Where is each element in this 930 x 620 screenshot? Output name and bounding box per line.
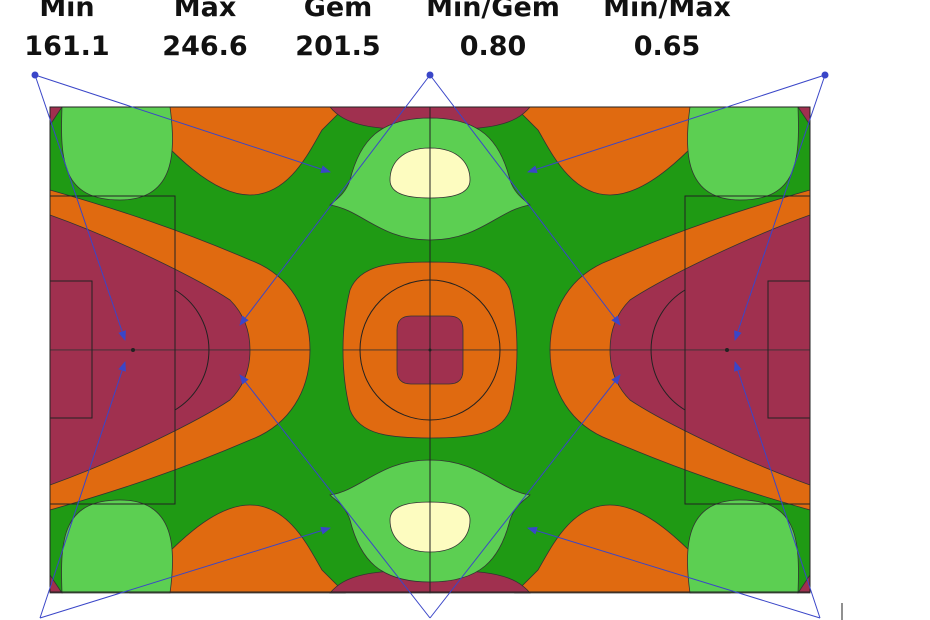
stat-value: 161.1 (24, 31, 109, 62)
stat-label: Min (39, 0, 94, 23)
aiming-lines (31, 71, 843, 620)
stat-label: Max (174, 0, 237, 23)
field-lines (49, 106, 811, 593)
stat-label: Gem (304, 0, 373, 23)
summary-table: Min Max Gem Min/Gem Min/Max 161.1 246.6 201.5 0.… (24, 0, 731, 62)
stat-value: 201.5 (295, 31, 380, 62)
stat-value: 246.6 (162, 31, 247, 62)
stat-label: Min/Max (603, 0, 731, 23)
stat-label: Min/Gem (426, 0, 560, 23)
stat-value: 0.65 (634, 31, 701, 62)
stat-value: 0.80 (460, 31, 527, 62)
